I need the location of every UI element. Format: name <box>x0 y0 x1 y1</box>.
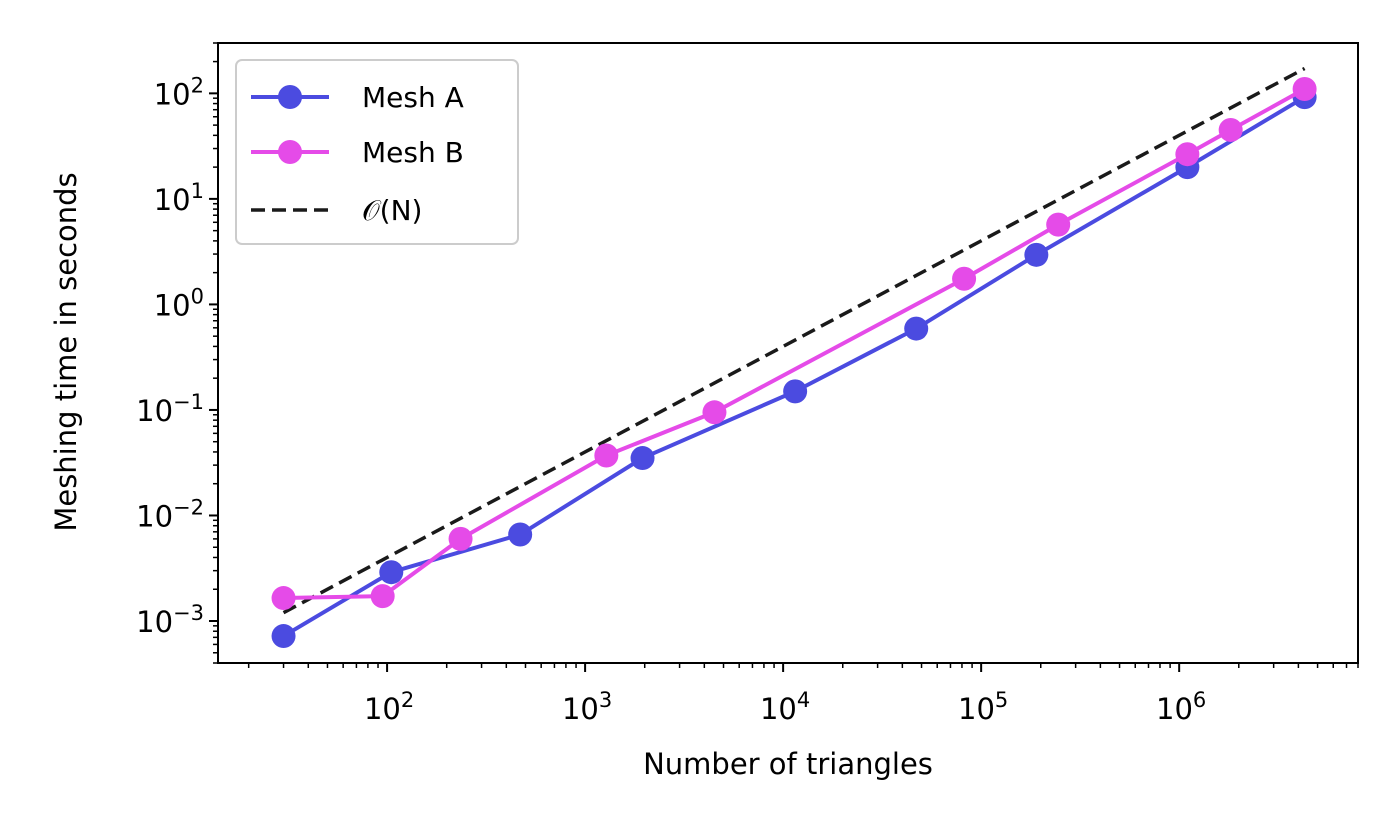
legend-mesh-a-label: Mesh A <box>362 81 464 114</box>
series-layer <box>271 66 1317 649</box>
y-tick-label: 10−2 <box>136 495 204 533</box>
y-tick-label-exponent: 2 <box>191 73 204 97</box>
series-mesh-b-point <box>952 266 977 291</box>
x-tick-label-base: 10 <box>562 692 599 726</box>
series-mesh-b-point <box>370 584 395 609</box>
x-tick-label: 102 <box>364 688 414 726</box>
y-tick-label: 102 <box>154 73 204 111</box>
legend-box <box>235 59 519 245</box>
series-mesh-a-point <box>1024 242 1049 267</box>
y-tick-label: 10−1 <box>136 390 204 428</box>
y-tick-label-base: 10 <box>154 183 191 217</box>
series-mesh-a-point <box>783 379 808 404</box>
x-tick-label-exponent: 5 <box>995 688 1008 712</box>
x-tick-label-exponent: 3 <box>599 688 612 712</box>
x-tick-label: 105 <box>958 688 1008 726</box>
y-tick-label-base: 10 <box>136 605 173 639</box>
y-tick-label-exponent: −3 <box>173 601 204 625</box>
series-mesh-a-point <box>271 624 296 649</box>
y-tick-label-base: 10 <box>136 499 173 533</box>
series-mesh-b-point <box>594 443 619 468</box>
x-tick-label-exponent: 6 <box>1193 688 1206 712</box>
y-tick-label: 100 <box>154 284 204 322</box>
legend-mesh-b-label: Mesh B <box>362 136 464 169</box>
series-n-line <box>282 66 1306 615</box>
y-tick-label-exponent: 1 <box>191 179 204 203</box>
series-mesh-a-point <box>630 446 655 471</box>
series-mesh-b <box>271 76 1317 611</box>
x-tick-label-exponent: 4 <box>797 688 810 712</box>
y-tick-label-exponent: −2 <box>173 495 204 519</box>
series-mesh-a-point <box>379 560 404 585</box>
y-tick-label-exponent: 0 <box>191 284 204 308</box>
y-tick-label: 101 <box>154 179 204 217</box>
series-mesh-b-point <box>1218 117 1243 142</box>
x-tick-label: 103 <box>562 688 612 726</box>
series-mesh-b-point <box>271 586 296 611</box>
series-mesh-b-point <box>702 400 727 425</box>
x-tick-label-base: 10 <box>958 692 995 726</box>
series-mesh-b-point <box>1292 76 1317 101</box>
y-axis-label: Meshing time in seconds <box>49 172 83 531</box>
x-axis-label: Number of triangles <box>643 747 933 781</box>
y-tick-label: 10−3 <box>136 601 204 639</box>
y-tick-label-exponent: −1 <box>173 390 204 414</box>
legend-mesh-b-marker <box>278 140 302 164</box>
x-tick-label-base: 10 <box>364 692 401 726</box>
legend: Mesh A Mesh B 𝒪(N) <box>235 59 519 245</box>
legend-n-label: 𝒪(N) <box>362 194 422 227</box>
x-tick-label-base: 10 <box>1156 692 1193 726</box>
x-tick-label-exponent: 2 <box>401 688 414 712</box>
x-tick-label-base: 10 <box>760 692 797 726</box>
plot-frame <box>217 42 1359 664</box>
series-mesh-b-point <box>448 526 473 551</box>
series-mesh-b-line <box>283 87 1306 601</box>
series-mesh-a-point <box>508 522 533 547</box>
series-mesh-a-point <box>904 316 929 341</box>
y-tick-label-base: 10 <box>154 77 191 111</box>
x-tick-label: 104 <box>760 688 810 726</box>
y-tick-label-base: 10 <box>136 394 173 428</box>
legend-items: Mesh A Mesh B 𝒪(N) <box>251 81 464 227</box>
y-tick-label-base: 10 <box>154 288 191 322</box>
series-mesh-b-point <box>1046 212 1071 237</box>
x-tick-label: 106 <box>1156 688 1206 726</box>
series-mesh-b-point <box>1175 142 1200 167</box>
legend-mesh-a-marker <box>278 85 302 109</box>
series-n <box>282 66 1306 615</box>
